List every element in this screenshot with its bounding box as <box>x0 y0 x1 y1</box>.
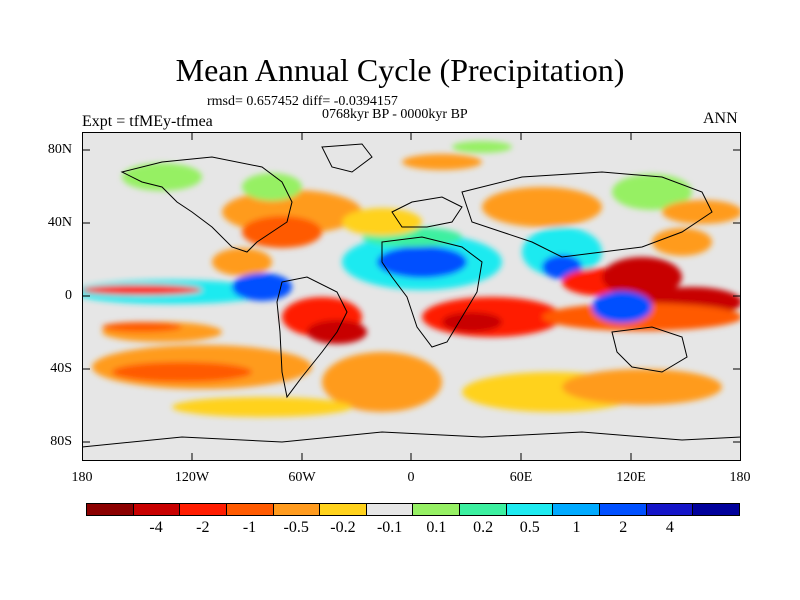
lat-label-80n: 80N <box>47 142 72 157</box>
colorbar-swatch <box>646 504 694 515</box>
precipitation-anomaly-map <box>82 132 741 461</box>
time-period: 0768kyr BP - 0000kyr BP <box>322 107 468 122</box>
lat-label-80s: 80S <box>50 434 72 449</box>
chart-title: Mean Annual Cycle (Precipitation) <box>175 52 625 88</box>
colorbar-label: 0.2 <box>473 519 494 536</box>
lon-label-60w: 60W <box>288 470 316 485</box>
map-axes <box>82 132 741 461</box>
colorbar-label: -0.1 <box>376 519 403 536</box>
lat-label-40s: 40S <box>50 361 72 376</box>
colorbar-swatch <box>273 504 321 515</box>
colorbar-label: -2 <box>196 519 210 536</box>
colorbar-label: -0.5 <box>283 519 309 536</box>
colorbar-label: 4 <box>665 519 674 536</box>
colorbar-label: 0.1 <box>426 519 447 536</box>
colorbar-swatch <box>366 504 414 515</box>
colorbar-swatch <box>600 504 647 515</box>
lon-label-180w: 180 <box>71 470 93 485</box>
lat-label-40n: 40N <box>47 215 72 230</box>
colorbar-label: 0.5 <box>519 519 540 536</box>
colorbar <box>86 503 740 516</box>
anomaly-field <box>82 141 741 417</box>
colorbar-swatch <box>693 504 739 515</box>
colorbar-label: 1 <box>572 519 581 536</box>
colorbar-swatch <box>506 504 554 515</box>
colorbar-label: -4 <box>149 519 163 536</box>
colorbar-swatch <box>226 504 274 515</box>
lon-label-0: 0 <box>407 470 415 485</box>
lon-label-60e: 60E <box>509 470 533 485</box>
colorbar-swatch <box>180 504 227 515</box>
lon-label-120w: 120W <box>174 470 210 485</box>
season-label: ANN <box>703 110 738 127</box>
colorbar-swatch <box>320 504 367 515</box>
colorbar-swatch <box>133 504 181 515</box>
experiment-label: Expt = tfMEy-tfmea <box>82 113 213 130</box>
colorbar-swatch <box>413 504 461 515</box>
colorbar-swatch <box>460 504 507 515</box>
colorbar-swatch <box>553 504 601 515</box>
lon-label-120e: 120E <box>616 470 646 485</box>
colorbar-swatch <box>87 504 134 515</box>
lat-label-0: 0 <box>65 288 72 303</box>
lon-label-180e: 180 <box>729 470 751 485</box>
colorbar-label: 2 <box>619 519 628 536</box>
coastlines <box>82 143 741 448</box>
colorbar-label: -1 <box>242 519 257 536</box>
colorbar-label: -0.2 <box>330 519 356 536</box>
rmsd-diff-stats: rmsd= 0.657452 diff= -0.0394157 <box>207 94 398 109</box>
